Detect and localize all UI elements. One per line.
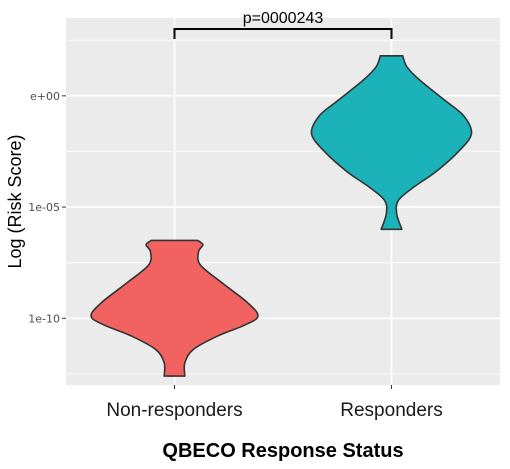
y-tick-label: 1e-05 (28, 201, 60, 214)
y-axis-ticks: e+00 1e-05 1e-10 (28, 90, 66, 325)
violin-non-responders (90, 239, 259, 377)
violin-responders (310, 55, 473, 231)
y-tick-label: 1e-10 (28, 312, 60, 325)
y-tick-label: e+00 (30, 90, 60, 103)
x-tick-label: Non-responders (106, 400, 242, 421)
x-tick-label: Responders (340, 400, 442, 421)
x-axis-ticks: Non-responders Responders (106, 385, 443, 421)
significance-bracket (173, 28, 393, 39)
violins (90, 55, 473, 377)
y-axis-title: Log (Risk Score) (5, 134, 25, 268)
x-axis-title: QBECO Response Status (162, 440, 403, 462)
significance-annotation: p=0000243 (173, 10, 393, 39)
p-value-label: p=0000243 (243, 10, 324, 27)
